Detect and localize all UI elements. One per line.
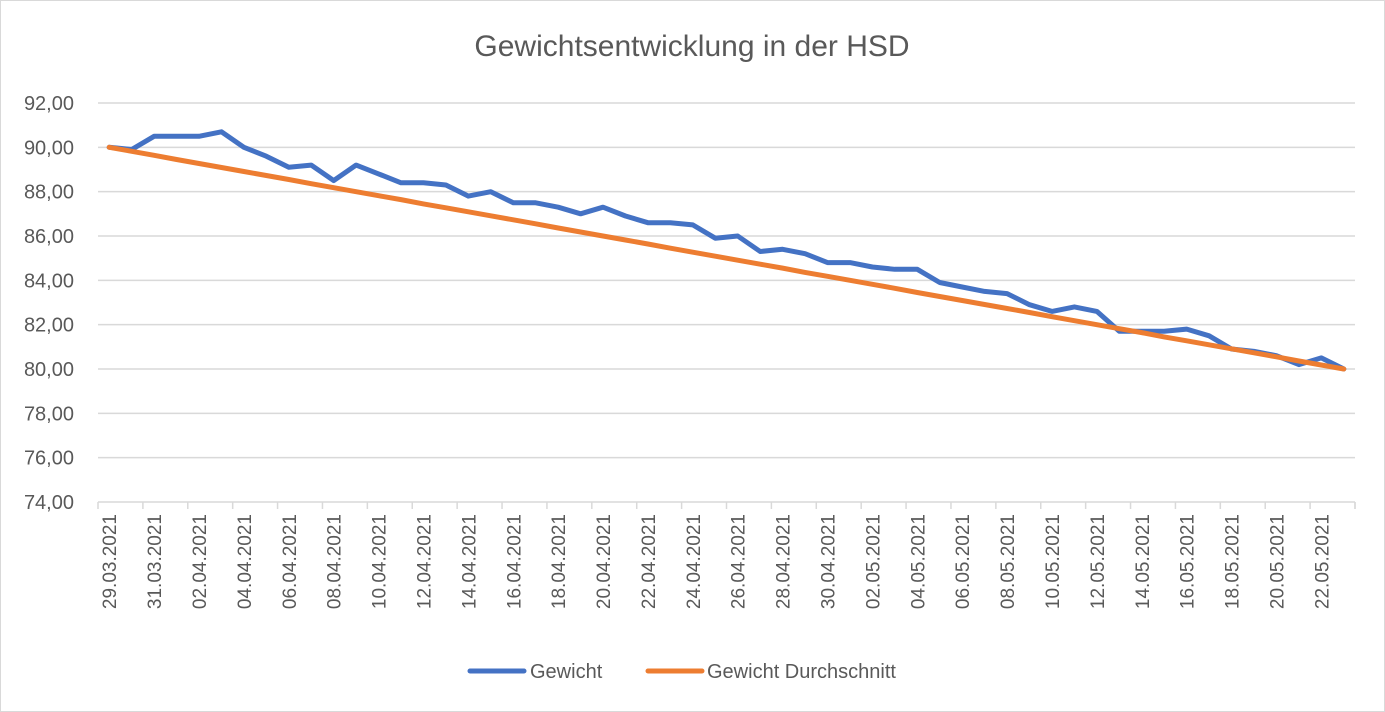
legend-item: Gewicht [467, 661, 603, 683]
chart-title: Gewichtsentwicklung in der HSD [474, 30, 909, 63]
legend-label: Gewicht [530, 661, 603, 683]
x-tick-label: 30.04.2021 [819, 514, 840, 609]
x-tick-label: 04.04.2021 [235, 514, 256, 609]
x-tick-label: 08.05.2021 [998, 514, 1019, 609]
x-tick-label: 02.05.2021 [863, 514, 884, 609]
y-tick-label: 84,00 [24, 270, 74, 292]
series-lines [106, 129, 1347, 372]
y-tick-label: 76,00 [24, 448, 74, 470]
x-axis: 29.03.2021 31.03.2021 02.04.2021 04.04.2021… [97, 501, 1356, 609]
x-tick-label: 26.04.2021 [729, 514, 750, 609]
x-tick-label: 14.05.2021 [1133, 514, 1154, 609]
x-tick-label: 06.04.2021 [280, 514, 301, 609]
legend: Gewicht Gewicht Durchschnitt [467, 661, 896, 683]
y-tick-label: 80,00 [24, 359, 74, 381]
x-tick-label: 12.04.2021 [414, 514, 435, 609]
x-tick-label: 18.04.2021 [549, 514, 570, 609]
y-tick-label: 74,00 [24, 492, 74, 514]
series-line-gewicht-durchschnitt [106, 144, 1347, 372]
x-tick-label: 24.04.2021 [684, 514, 705, 609]
y-tick-label: 92,00 [24, 93, 74, 115]
x-tick-label: 12.05.2021 [1088, 514, 1109, 609]
x-tick-label: 14.04.2021 [459, 514, 480, 609]
x-tick-label: 10.05.2021 [1043, 514, 1064, 609]
x-tick-label: 16.05.2021 [1178, 514, 1199, 609]
x-tick-label: 16.04.2021 [504, 514, 525, 609]
x-tick-label: 31.03.2021 [145, 514, 166, 609]
x-tick-label: 28.04.2021 [774, 514, 795, 609]
y-tick-label: 78,00 [24, 403, 74, 425]
y-tick-label: 90,00 [24, 137, 74, 159]
x-tick-label: 06.05.2021 [953, 514, 974, 609]
x-tick-label: 18.05.2021 [1223, 514, 1244, 609]
legend-item: Gewicht Durchschnitt [645, 661, 896, 683]
x-tick-label: 10.04.2021 [370, 514, 391, 609]
gridlines [98, 102, 1355, 459]
x-tick-label: 02.04.2021 [190, 514, 211, 609]
x-tick-label: 20.05.2021 [1267, 514, 1288, 609]
x-tick-label: 22.05.2021 [1312, 514, 1333, 609]
x-tick-label: 04.05.2021 [908, 514, 929, 609]
y-tick-label: 88,00 [24, 182, 74, 204]
x-tick-label: 22.04.2021 [639, 514, 660, 609]
y-axis-ticks: 74,00 76,00 78,00 80,00 82,00 84,00 86,00 88,00… [24, 93, 74, 514]
y-tick-label: 86,00 [24, 226, 74, 248]
x-tick-label: 29.03.2021 [100, 514, 121, 609]
y-tick-label: 82,00 [24, 315, 74, 337]
x-tick-label: 20.04.2021 [594, 514, 615, 609]
legend-label: Gewicht Durchschnitt [707, 661, 896, 683]
x-tick-label: 08.04.2021 [325, 514, 346, 609]
